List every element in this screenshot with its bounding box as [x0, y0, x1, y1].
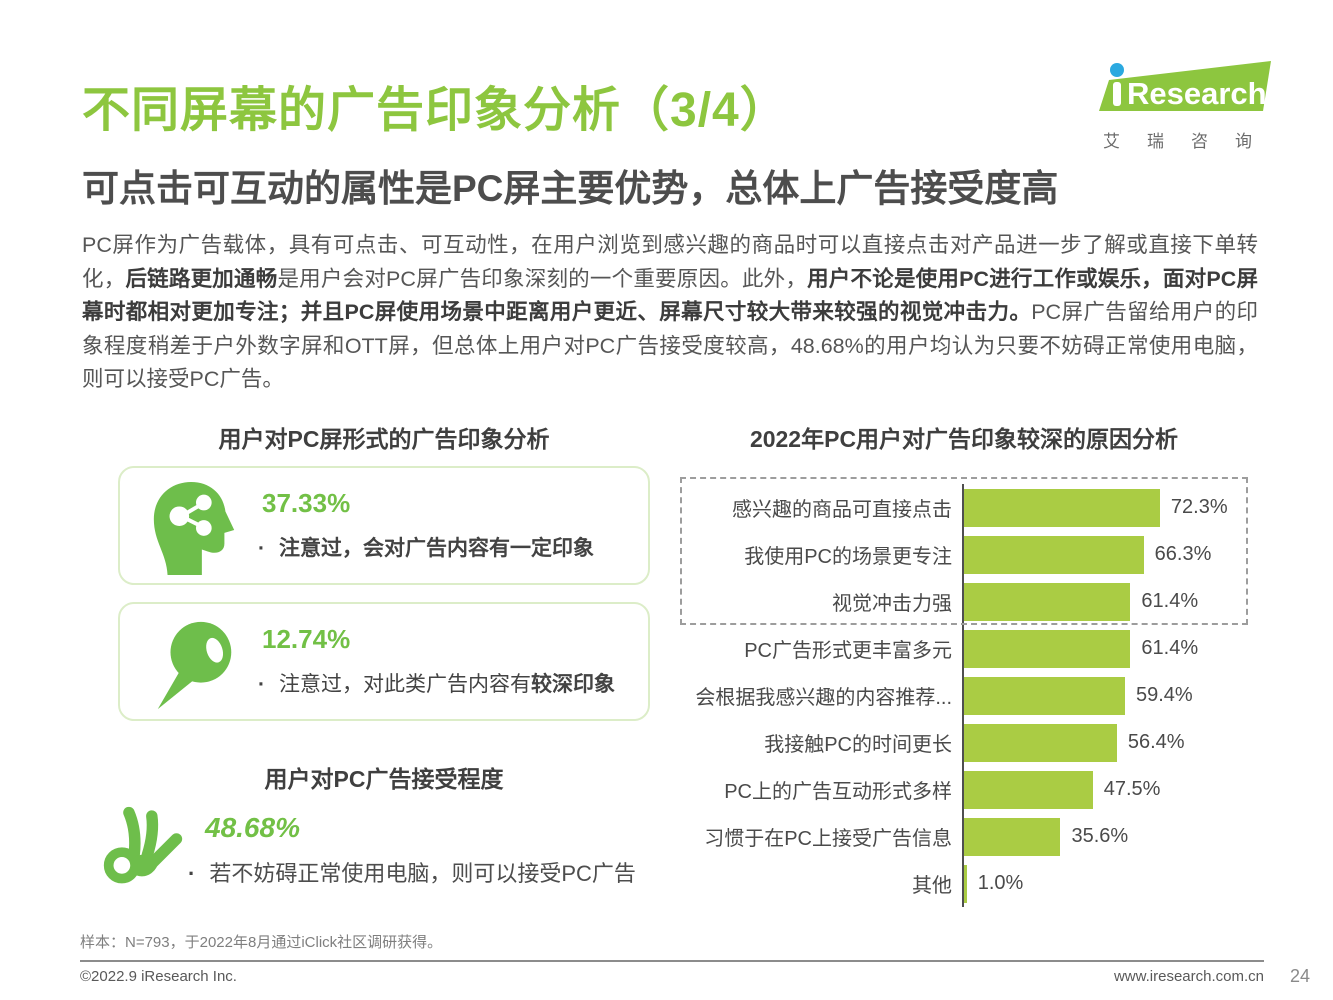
bar-axis-zone: 35.6%: [962, 813, 1248, 860]
bar-row: 会根据我感兴趣的内容推荐... 59.4%: [682, 672, 1248, 719]
bar: [964, 676, 1125, 715]
bar: [964, 629, 1131, 668]
bar-row: PC广告形式更丰富多元 61.4%: [682, 625, 1248, 672]
page-title: 不同屏幕的广告印象分析（3/4）: [82, 84, 789, 137]
bar: [964, 488, 1160, 527]
impression-percent: 37.33%: [262, 488, 351, 518]
iresearch-logo-icon: Research: [1099, 61, 1271, 111]
acceptance-title: 用户对PC广告接受程度: [264, 766, 504, 792]
bar-value-label: 66.3%: [1154, 543, 1212, 565]
bullet-dot: ·: [258, 537, 265, 560]
footer-divider: [80, 960, 1264, 962]
bar-value-label: 1.0%: [977, 872, 1024, 894]
page-subtitle: 可点击可互动的属性是PC屏主要优势，总体上广告接受度高: [82, 168, 1059, 209]
impression-chart-title: 用户对PC屏形式的广告印象分析: [218, 426, 550, 452]
footer-website: www.iresearch.com.cn: [1113, 968, 1264, 985]
footer-copyright: ©2022.9 iResearch Inc.: [80, 968, 237, 985]
bar: [964, 723, 1117, 762]
bar-value-label: 59.4%: [1135, 684, 1193, 706]
impression-card-noticed: 37.33% · 注意过，会对广告内容有一定印象: [118, 466, 650, 585]
bar-axis-zone: 59.4%: [962, 672, 1248, 719]
impression-desc: · 注意过，会对广告内容有一定印象: [258, 532, 638, 562]
bar-row: 我使用PC的场景更专注 66.3%: [682, 531, 1248, 578]
bullet-dot: ·: [188, 861, 196, 886]
bar-category-label: 感兴趣的商品可直接点击: [732, 499, 952, 521]
bar-row: 视觉冲击力强 61.4%: [682, 578, 1248, 625]
bar-category-label: 习惯于在PC上接受广告信息: [704, 828, 952, 850]
bar-category-label: 视觉冲击力强: [832, 593, 952, 615]
deep-impression-percent: 12.74%: [262, 624, 351, 654]
bar-category-label: PC上的广告互动形式多样: [724, 781, 952, 803]
bar-axis-zone: 56.4%: [962, 719, 1248, 766]
deep-impression-desc: · 注意过，对此类广告内容有较深印象: [258, 668, 638, 698]
intro-paragraph: PC屏作为广告载体，具有可点击、可互动性，在用户浏览到感兴趣的商品时可以直接点击…: [82, 233, 1258, 391]
bar: [964, 817, 1061, 856]
bar-axis-zone: 1.0%: [962, 860, 1248, 907]
bar-value-label: 35.6%: [1071, 825, 1129, 847]
bullet-dot: ·: [258, 673, 265, 696]
svg-text:Research: Research: [1127, 76, 1267, 111]
bar-chart-title: 2022年PC用户对广告印象较深的原因分析: [749, 426, 1179, 452]
acceptance-percent: 48.68%: [205, 812, 300, 843]
impression-card-deep: 12.74% · 注意过，对此类广告内容有较深印象: [118, 602, 650, 721]
bar-value-label: 72.3%: [1170, 496, 1228, 518]
logo-chinese-name: 艾瑞咨询: [1103, 132, 1279, 151]
bar-value-label: 56.4%: [1127, 731, 1185, 753]
bar-category-label: PC广告形式更丰富多元: [744, 640, 952, 662]
ok-hand-icon: [103, 806, 183, 884]
bar-row: 感兴趣的商品可直接点击 72.3%: [682, 484, 1248, 531]
bar-category-label: 我接触PC的时间更长: [764, 734, 952, 756]
head-share-icon: [153, 481, 235, 576]
speech-bubble-icon: [157, 621, 232, 710]
acceptance-desc-text: 若不妨碍正常使用电脑，则可以接受PC广告: [209, 861, 636, 886]
bar-axis-zone: 47.5%: [962, 766, 1248, 813]
impression-desc-text: 注意过，会对广告内容有一定印象: [279, 537, 594, 560]
deep-impression-desc-text: 注意过，对此类广告内容有较深印象: [279, 673, 615, 696]
page-number: 24: [1290, 966, 1311, 986]
bar-axis-zone: 61.4%: [962, 578, 1248, 625]
bar-axis-zone: 61.4%: [962, 625, 1248, 672]
bar-row: PC上的广告互动形式多样 47.5%: [682, 766, 1248, 813]
bar: [964, 770, 1093, 809]
bar-row: 习惯于在PC上接受广告信息 35.6%: [682, 813, 1248, 860]
bar-value-label: 61.4%: [1141, 637, 1199, 659]
bar-chart-rows: 感兴趣的商品可直接点击 72.3% 我使用PC的场景更专注 66.3% 视觉冲击力强 61…: [682, 484, 1248, 907]
bar-row: 我接触PC的时间更长 56.4%: [682, 719, 1248, 766]
bar-row: 其他 1.0%: [682, 860, 1248, 907]
bar-axis-zone: 66.3%: [962, 531, 1248, 578]
bar-axis-zone: 72.3%: [962, 484, 1248, 531]
bar: [964, 535, 1144, 574]
bar: [964, 582, 1131, 621]
bar-value-label: 61.4%: [1141, 590, 1199, 612]
bar: [964, 864, 967, 903]
bar-category-label: 其他: [912, 875, 952, 897]
sample-note: 样本：N=793，于2022年8月通过iClick社区调研获得。: [80, 934, 443, 951]
iresearch-logo: Research 艾瑞咨询: [1095, 60, 1273, 152]
bar-value-label: 47.5%: [1103, 778, 1161, 800]
bar-category-label: 会根据我感兴趣的内容推荐...: [695, 687, 952, 709]
acceptance-desc: · 若不妨碍正常使用电脑，则可以接受PC广告: [188, 856, 636, 888]
bar-category-label: 我使用PC的场景更专注: [744, 546, 952, 568]
